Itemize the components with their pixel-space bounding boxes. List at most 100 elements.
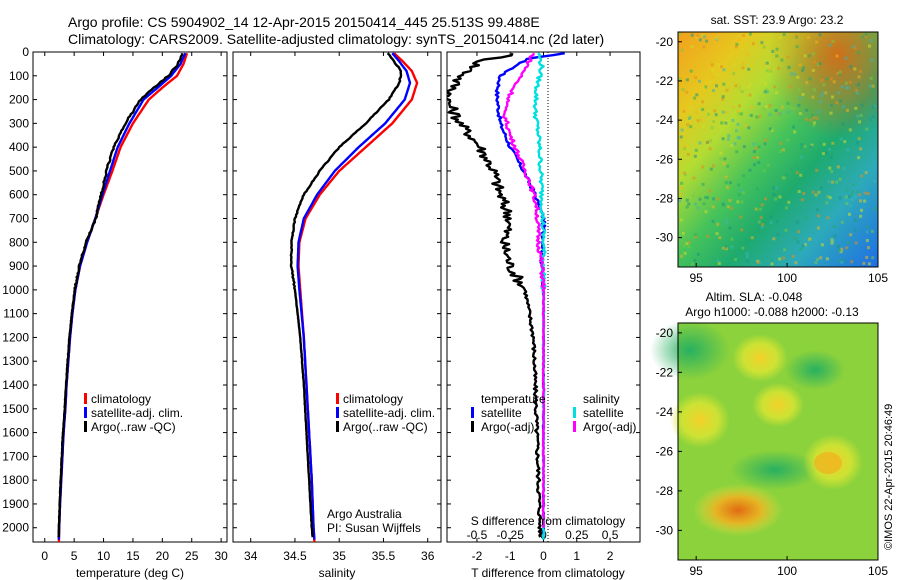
sst-speckle-cell — [854, 88, 858, 92]
sst-speckle-cell — [720, 121, 724, 125]
sst-speckle-cell — [797, 190, 801, 193]
sst-speckle-cell — [838, 73, 842, 77]
sst-speckle-cell — [814, 193, 818, 197]
sst-speckle-cell — [778, 112, 782, 116]
sst-speckle-cell — [829, 155, 833, 159]
legend-argo-label: Argo(..raw -QC) — [343, 420, 428, 434]
legend-argo-swatch — [336, 421, 339, 432]
sst-speckle-cell — [766, 90, 769, 94]
sst-speckle-cell — [830, 103, 833, 107]
s-tick-label: 0.25 — [565, 528, 589, 542]
sst-speckle-cell — [763, 138, 767, 142]
y-tick-label: 1500 — [2, 402, 29, 416]
sst-speckle-cell — [844, 81, 848, 85]
sst-speckle-cell — [805, 81, 809, 85]
sst-speckle-cell — [794, 237, 798, 241]
x-tick-label: 1 — [573, 549, 580, 563]
sst-speckle-cell — [831, 141, 835, 145]
sst-speckle-cell — [860, 103, 864, 107]
map-y-tick-label: -30 — [656, 231, 674, 245]
sst-speckle-cell — [828, 166, 832, 170]
sst-speckle-cell — [752, 150, 756, 153]
sst-speckle-cell — [740, 228, 744, 232]
sst-speckle-cell — [811, 68, 815, 72]
sst-speckle-cell — [690, 33, 694, 37]
sst-speckle-cell — [681, 88, 685, 92]
sst-speckle-cell — [758, 207, 762, 211]
sst-speckle-cell — [797, 88, 801, 92]
y-tick-label: 1600 — [2, 426, 29, 440]
sst-speckle-cell — [758, 261, 762, 264]
sst-speckle-cell — [736, 200, 740, 204]
salinity-xlabel: salinity — [319, 566, 356, 580]
sst-speckle-cell — [789, 106, 793, 110]
sst-speckle-cell — [719, 157, 723, 161]
map-x-tick-label: 100 — [777, 271, 797, 285]
sst-speckle-cell — [812, 52, 815, 56]
sst-speckle-cell — [742, 33, 746, 37]
sla-high-blob — [732, 334, 788, 382]
sst-speckle-cell — [818, 62, 822, 66]
sst-speckle-cell — [702, 45, 706, 49]
y-tick-label: 600 — [9, 188, 29, 202]
sst-speckle-cell — [694, 233, 697, 237]
sst-speckle-cell — [853, 67, 857, 71]
sst-speckle-cell — [678, 32, 682, 36]
sst-speckle-cell — [847, 195, 851, 199]
x-tick-label: 34.5 — [283, 549, 307, 563]
sst-speckle-cell — [817, 110, 821, 114]
sst-speckle-cell — [698, 141, 702, 145]
sst-speckle-cell — [753, 163, 756, 167]
sst-speckle-cell — [787, 65, 791, 69]
sst-speckle-cell — [721, 95, 725, 99]
y-tick-label: 1200 — [2, 330, 29, 344]
sst-speckle-cell — [846, 148, 850, 152]
sst-speckle-cell — [742, 239, 746, 243]
sst-speckle-cell — [861, 35, 865, 39]
sst-speckle-cell — [790, 190, 794, 194]
sst-speckle-cell — [871, 115, 875, 119]
legend-climatology-swatch — [336, 393, 339, 404]
sst-speckle-cell — [698, 38, 702, 42]
sst-speckle-cell — [864, 171, 868, 175]
sst-speckle-cell — [727, 134, 731, 138]
sst-speckle-cell — [867, 246, 870, 250]
sst-speckle-cell — [701, 165, 705, 169]
y-tick-label: 1100 — [3, 307, 29, 321]
sst-map: sat. SST: 23.9 Argo: 23.2 95 100 105 -20 -22… — [656, 13, 889, 285]
sst-speckle-cell — [851, 45, 855, 49]
depth-axis: 0 100 200 300 400 500 600 700 800 900 1000 1100 1200… — [2, 45, 227, 535]
sst-speckle-cell — [796, 220, 800, 224]
sst-speckle-cell — [870, 58, 874, 62]
sst-speckle-cell — [769, 69, 773, 73]
map-y-tick-label: -26 — [656, 444, 674, 458]
sst-speckle-cell — [810, 143, 814, 147]
sst-speckle-cell — [760, 41, 764, 45]
legend-argo-swatch — [84, 421, 87, 432]
sst-speckle-cell — [762, 211, 766, 215]
sst-speckle-cell — [722, 68, 726, 72]
sst-speckle-cell — [800, 155, 804, 159]
sst-speckle-cell — [866, 225, 870, 229]
y-tick-label: 700 — [9, 212, 29, 226]
sst-speckle-cell — [702, 202, 706, 206]
sst-speckle-cell — [793, 165, 797, 169]
sst-speckle-cell — [716, 222, 720, 226]
sst-speckle-cell — [866, 192, 870, 196]
sst-speckle-cell — [763, 90, 767, 94]
sst-speckle-cell — [855, 141, 859, 145]
sst-speckle-cell — [824, 165, 828, 168]
sst-speckle-cell — [715, 84, 718, 88]
sst-speckle-cell — [684, 173, 687, 177]
sst-speckle-cell — [802, 66, 806, 70]
y-tick-label: 1300 — [2, 354, 29, 368]
sst-speckle-cell — [830, 170, 834, 173]
sst-speckle-cell — [821, 91, 825, 95]
sst-speckle-cell — [685, 198, 689, 202]
sst-speckle-cell — [769, 221, 773, 224]
sst-speckle-cell — [844, 56, 848, 60]
sst-speckle-cell — [832, 225, 836, 229]
x-tick-label: 20 — [156, 549, 170, 563]
sst-speckle-cell — [826, 216, 830, 220]
